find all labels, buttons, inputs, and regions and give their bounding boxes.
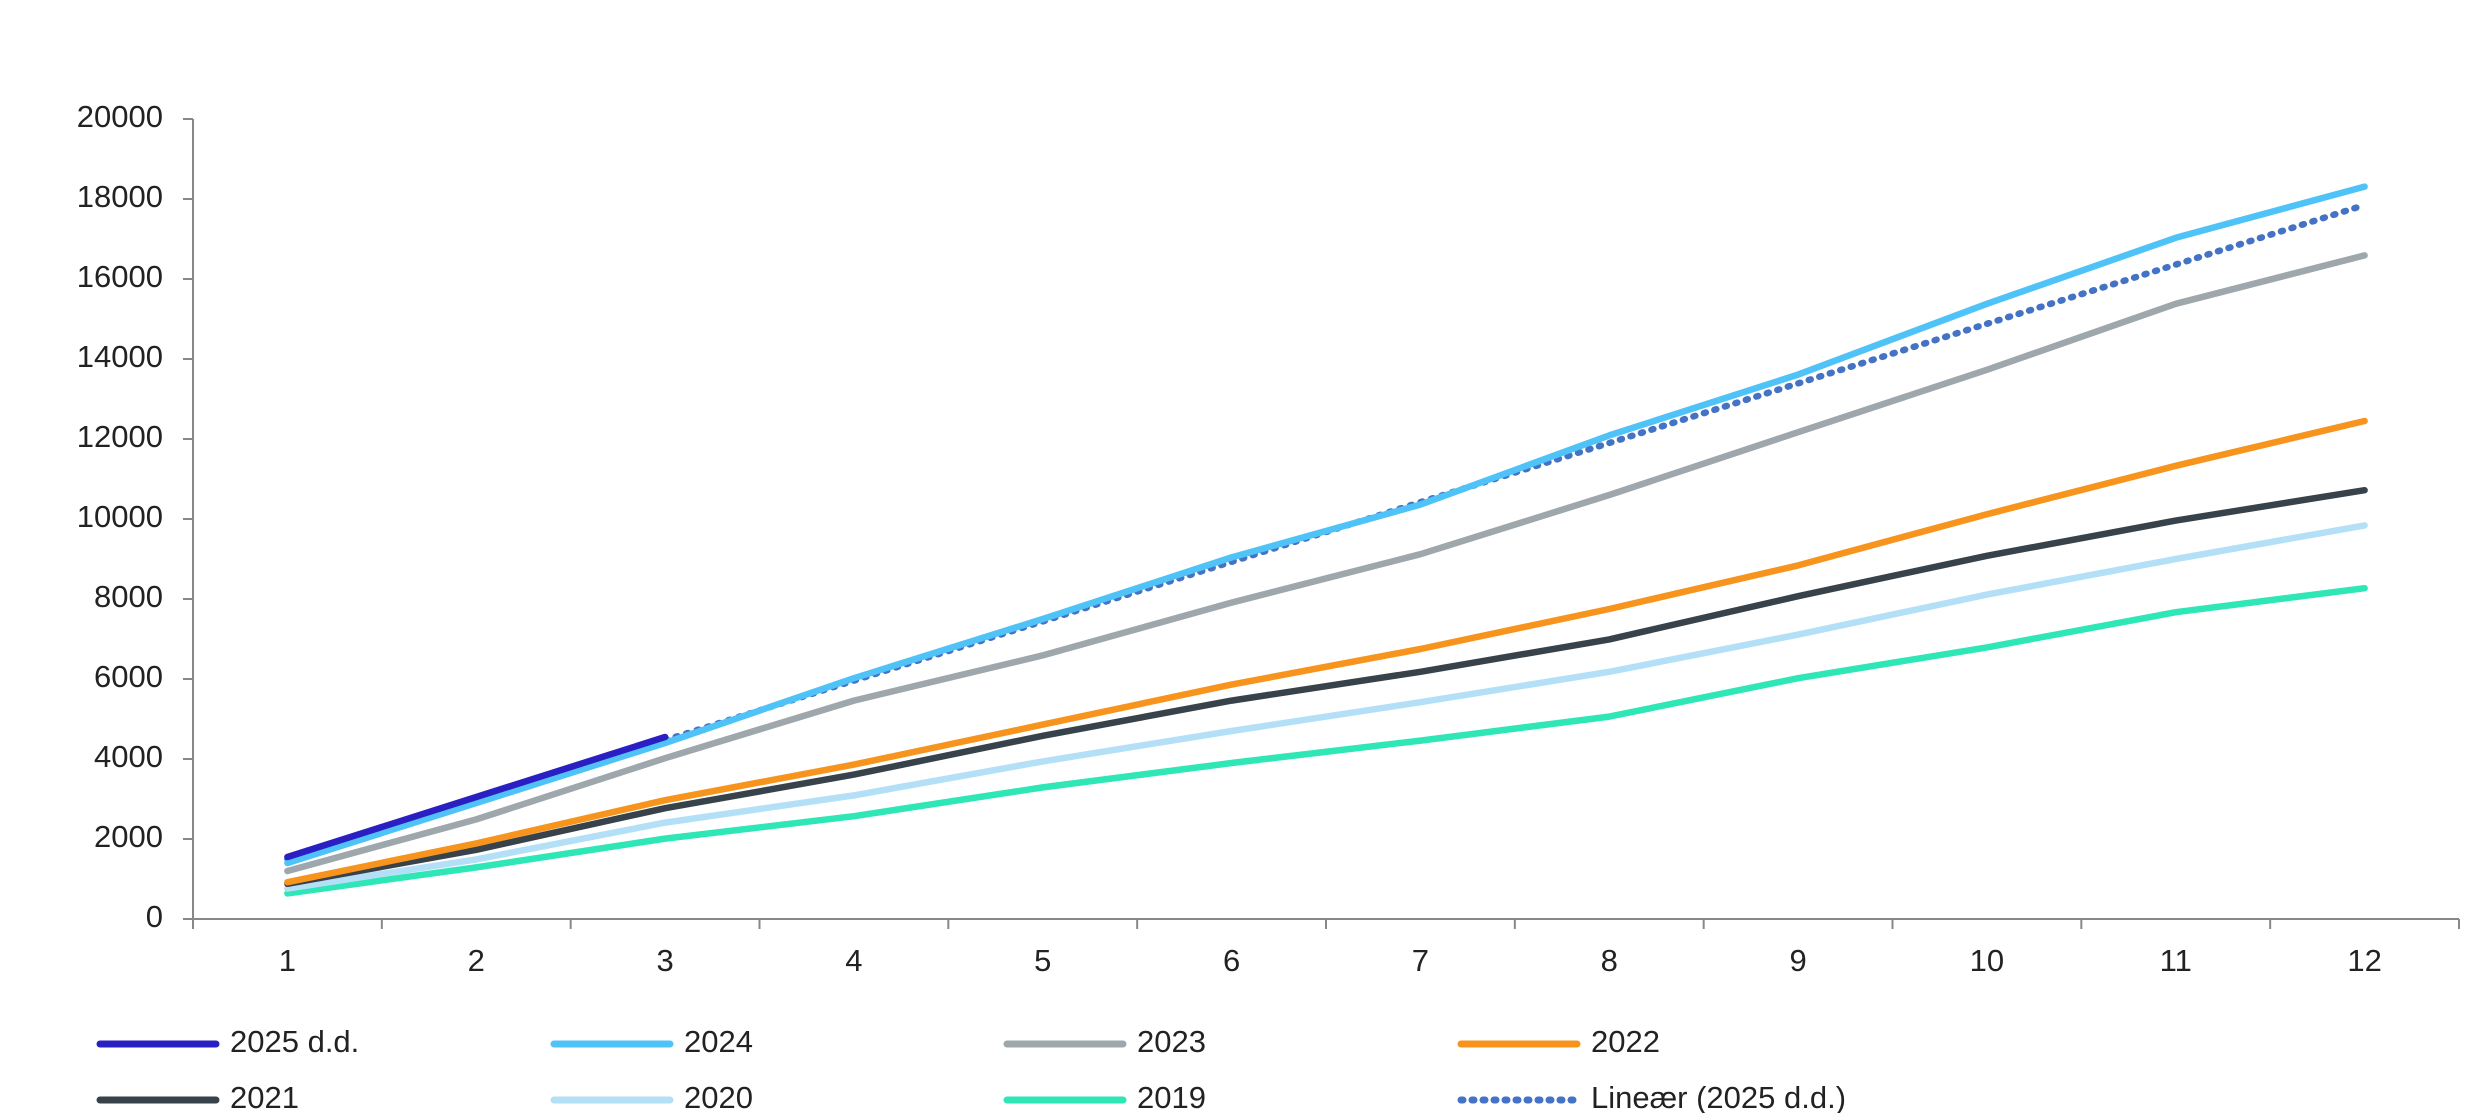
- x-tick-label: 3: [656, 943, 673, 978]
- y-tick-label: 4000: [94, 739, 163, 774]
- x-tick-label: 7: [1412, 943, 1429, 978]
- x-tick-label: 5: [1034, 943, 1051, 978]
- x-tick-label: 4: [845, 943, 862, 978]
- series-line: [284, 486, 2368, 888]
- series-line: [284, 733, 669, 861]
- y-tick-label: 16000: [77, 259, 163, 294]
- series-line: [284, 522, 2368, 892]
- y-tick-label: 10000: [77, 499, 163, 534]
- x-tick-label: 12: [2347, 943, 2381, 978]
- x-tick-label: 1: [279, 943, 296, 978]
- x-tick-label: 2: [468, 943, 485, 978]
- legend-label: 2024: [684, 1024, 753, 1059]
- series-line: [284, 183, 2368, 867]
- legend-label: 2023: [1137, 1024, 1206, 1059]
- x-tick-label: 10: [1970, 943, 2004, 978]
- x-tick-label: 8: [1601, 943, 1618, 978]
- y-tick-label: 0: [146, 899, 163, 934]
- y-tick-label: 14000: [77, 339, 163, 374]
- legend-label: 2020: [684, 1080, 753, 1113]
- x-tick-label: 6: [1223, 943, 1240, 978]
- x-tick-label: 11: [2160, 943, 2192, 978]
- series-line: [284, 252, 2368, 875]
- legend-label: 2019: [1137, 1080, 1206, 1113]
- y-tick-label: 12000: [77, 419, 163, 454]
- series-line: [284, 417, 2368, 886]
- legend-label: Lineær (2025 d.d.): [1591, 1080, 1846, 1113]
- legend-label: 2021: [230, 1080, 299, 1113]
- x-tick-label: 9: [1789, 943, 1806, 978]
- y-tick-label: 6000: [94, 659, 163, 694]
- legend-label: 2025 d.d.: [230, 1024, 359, 1059]
- y-tick-label: 18000: [77, 179, 163, 214]
- series-line: [284, 584, 2368, 897]
- legend-label: 2022: [1591, 1024, 1660, 1059]
- y-tick-label: 20000: [77, 99, 163, 134]
- y-tick-label: 8000: [94, 579, 163, 614]
- y-tick-label: 2000: [94, 819, 163, 854]
